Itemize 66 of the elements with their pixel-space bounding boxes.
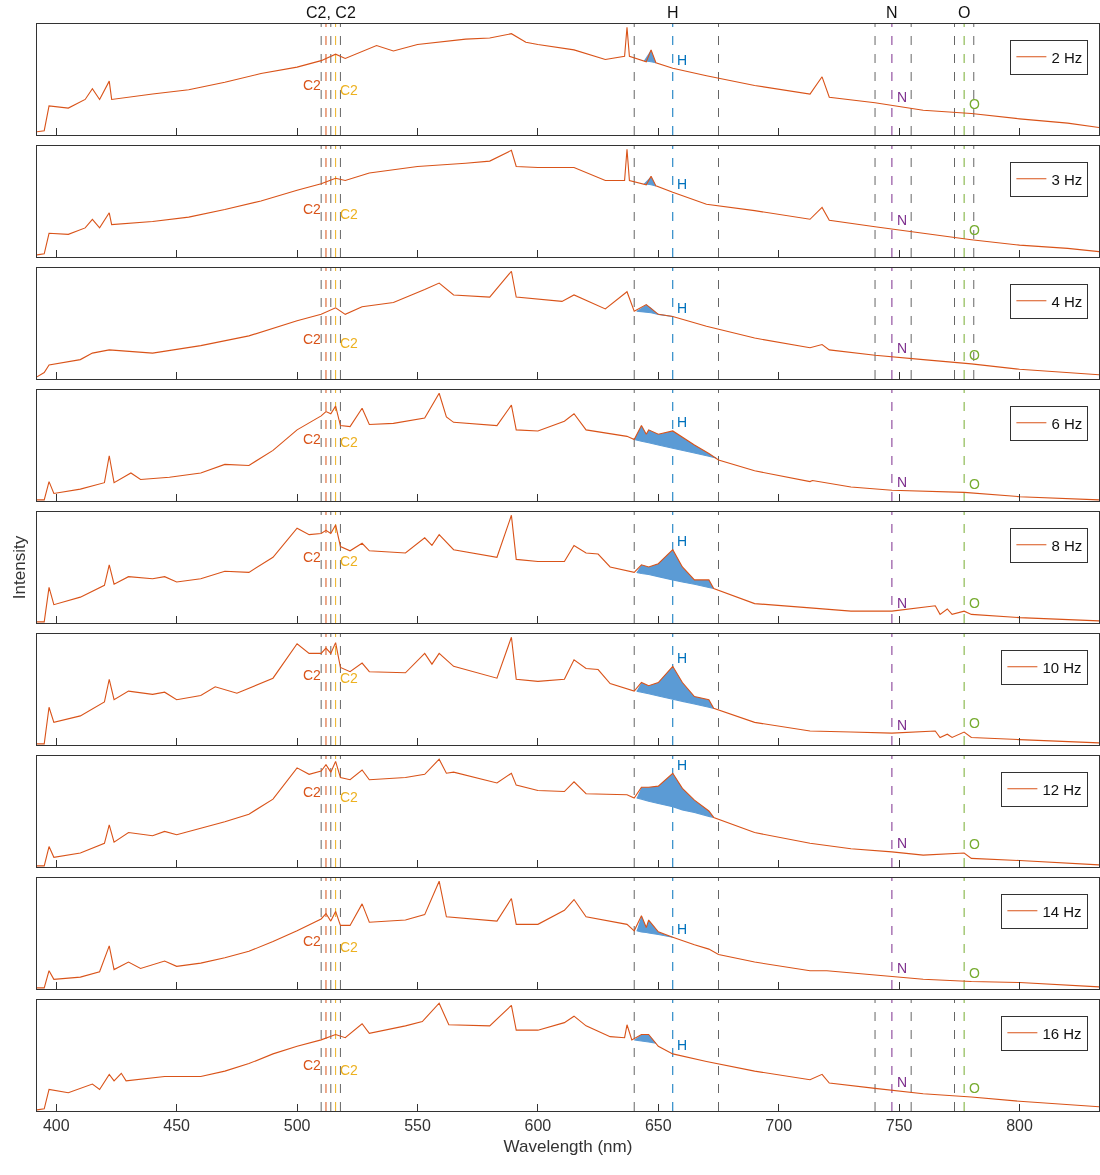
legend-label: 8 Hz bbox=[1051, 536, 1083, 554]
ref-line-label: O bbox=[969, 595, 980, 611]
ref-line-label: N bbox=[897, 960, 908, 976]
x-tick-label: 500 bbox=[283, 1117, 311, 1135]
ref-line-label: N bbox=[897, 212, 908, 228]
ref-line-label: H bbox=[677, 52, 688, 68]
legend-label: 3 Hz bbox=[1051, 170, 1083, 188]
ref-line-label: H bbox=[677, 414, 688, 430]
legend-label: 4 Hz bbox=[1051, 292, 1083, 310]
legend-label: 10 Hz bbox=[1042, 658, 1082, 676]
ref-line-label: O bbox=[969, 347, 980, 363]
ref-line-label: N bbox=[897, 1074, 908, 1090]
ref-line-label: C2 bbox=[303, 77, 322, 93]
text: C2, C2 bbox=[306, 4, 356, 21]
ref-line-label: O bbox=[969, 715, 980, 731]
ref-line-label: H bbox=[677, 650, 688, 666]
legend-label: 2 Hz bbox=[1051, 48, 1083, 66]
ref-line-label: H bbox=[677, 533, 688, 549]
legend-label: 6 Hz bbox=[1051, 414, 1083, 432]
ref-line-label: C2 bbox=[303, 201, 322, 217]
ref-line-label: C2 bbox=[340, 206, 359, 222]
ref-line-label: H bbox=[677, 300, 688, 316]
ref-line-label: C2 bbox=[303, 331, 322, 347]
ref-line-label: O bbox=[969, 96, 980, 112]
ref-line-label: H bbox=[677, 176, 688, 192]
x-tick-label: 650 bbox=[644, 1117, 672, 1135]
ref-line-label: C2 bbox=[303, 667, 322, 683]
ref-line-label: C2 bbox=[340, 553, 359, 569]
legend-label: 14 Hz bbox=[1042, 902, 1082, 920]
ref-line-label: H bbox=[677, 1037, 688, 1053]
ref-line-label: N bbox=[897, 340, 908, 356]
ref-line-label: O bbox=[969, 476, 980, 492]
ref-line-label: H bbox=[677, 921, 688, 937]
x-tick-label: 750 bbox=[885, 1117, 913, 1135]
ref-line-label: H bbox=[677, 757, 688, 773]
text: O bbox=[958, 4, 971, 21]
ref-line-label: N bbox=[897, 717, 908, 733]
ref-line-label: N bbox=[897, 474, 908, 490]
x-tick-label: 450 bbox=[163, 1117, 191, 1135]
ref-line-label: C2 bbox=[303, 431, 322, 447]
ref-line-label: C2 bbox=[303, 933, 322, 949]
ref-line-label: C2 bbox=[340, 335, 359, 351]
x-tick-label: 600 bbox=[524, 1117, 552, 1135]
ref-line-label: C2 bbox=[340, 82, 359, 98]
x-tick-label: 700 bbox=[765, 1117, 793, 1135]
ref-line-label: C2 bbox=[303, 549, 322, 565]
legend-label: 16 Hz bbox=[1042, 1024, 1082, 1042]
ref-line-label: C2 bbox=[340, 789, 359, 805]
y-axis-title: Intensity bbox=[9, 535, 29, 600]
ref-line-label: C2 bbox=[303, 784, 322, 800]
ref-line-label: N bbox=[897, 595, 908, 611]
ref-line-label: O bbox=[969, 836, 980, 852]
x-axis-title: Wavelength (nm) bbox=[503, 1136, 633, 1156]
text: N bbox=[886, 4, 898, 21]
ref-line-label: C2 bbox=[303, 1057, 322, 1073]
legend-label: 12 Hz bbox=[1042, 780, 1082, 798]
x-tick-label: 800 bbox=[1006, 1117, 1033, 1135]
ref-line-label: O bbox=[969, 222, 980, 238]
ref-line-label: C2 bbox=[340, 670, 359, 686]
ref-line-label: N bbox=[897, 835, 908, 851]
text: H bbox=[667, 4, 679, 21]
ref-line-label: O bbox=[969, 1080, 980, 1096]
ref-line-label: O bbox=[969, 965, 980, 981]
x-tick-label: 550 bbox=[404, 1117, 431, 1135]
ref-line-label: N bbox=[897, 89, 908, 105]
x-tick-label: 400 bbox=[42, 1117, 70, 1135]
